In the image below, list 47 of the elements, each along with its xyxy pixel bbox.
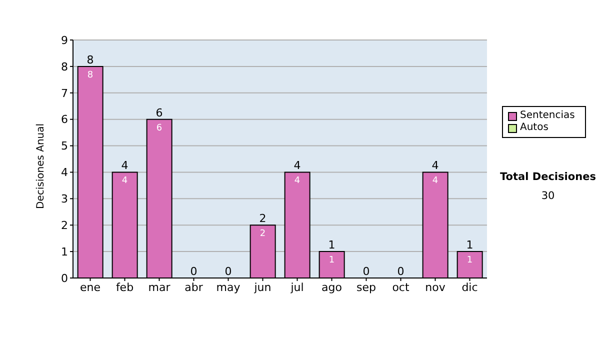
data-label: 2: [260, 229, 266, 240]
y-tick-label: 5: [61, 140, 68, 153]
y-tick-label: 7: [61, 86, 68, 100]
total-label: 8: [86, 53, 94, 66]
x-tick-label: dic: [462, 280, 478, 294]
data-label: 4: [432, 176, 438, 186]
x-tick-label: sep: [356, 280, 376, 294]
y-tick-label: 2: [61, 219, 68, 232]
x-tick-label: jun: [253, 280, 272, 294]
data-label: 4: [294, 176, 300, 186]
total-label: 1: [466, 238, 474, 252]
text: Total Decisiones: [499, 171, 597, 183]
total-label: 0: [397, 265, 404, 278]
data-label: 4: [122, 176, 128, 186]
y-tick-label: 8: [61, 60, 68, 74]
x-tick-label: ago: [322, 280, 342, 294]
total-label: 0: [224, 265, 232, 278]
y-tick-label: 9: [61, 34, 68, 47]
total-label: 0: [362, 265, 370, 278]
data-label: 1: [466, 256, 473, 266]
x-tick-label: oct: [392, 280, 410, 294]
y-axis-title: Decisiones Anual: [36, 123, 47, 209]
x-tick-label: ene: [80, 280, 101, 294]
legend-label: Autos: [520, 122, 548, 134]
x-tick-label: mar: [148, 280, 171, 294]
text: 30: [540, 190, 556, 202]
y-tick-label: 4: [61, 166, 68, 180]
legend-label: Sentencias: [520, 110, 575, 122]
x-tick-label: abr: [184, 280, 204, 294]
x-tick-label: nov: [425, 280, 446, 294]
x-tick-label: jul: [290, 280, 304, 294]
x-tick-label: may: [216, 280, 241, 294]
data-label: 8: [87, 70, 94, 80]
y-tick-label: 1: [61, 245, 68, 258]
total-label: 4: [294, 159, 301, 172]
total-label: 1: [328, 238, 336, 252]
total-label: 0: [190, 265, 198, 278]
total-label: 4: [432, 159, 439, 172]
y-tick-label: 0: [61, 272, 68, 285]
total-label: 6: [156, 106, 163, 120]
y-tick-label: 6: [61, 113, 68, 126]
data-label: 1: [328, 256, 335, 266]
total-label: 2: [259, 212, 266, 226]
x-tick-label: feb: [116, 280, 134, 294]
y-tick-label: 3: [61, 192, 68, 206]
total-label: 4: [121, 159, 128, 172]
data-label: 6: [156, 123, 162, 134]
